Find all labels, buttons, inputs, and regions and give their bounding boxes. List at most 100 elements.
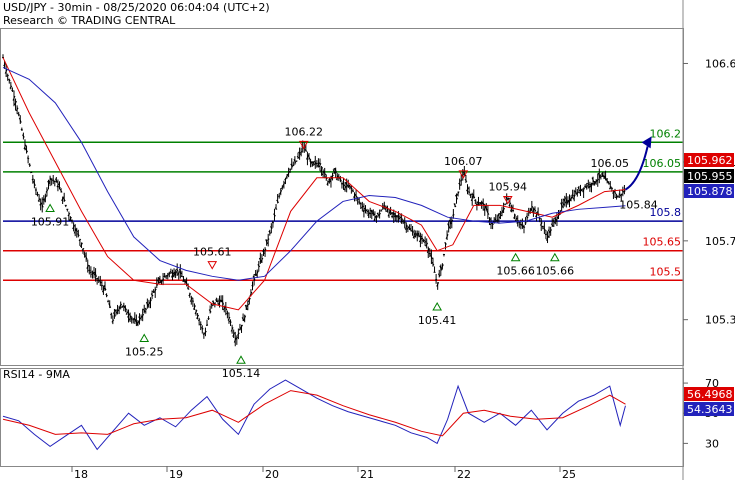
candle-body (268, 230, 272, 234)
candle-body (450, 219, 454, 223)
candle-body (458, 182, 462, 186)
candle-body (262, 250, 265, 254)
candle-body (238, 328, 242, 331)
candle-body (499, 212, 502, 217)
level-label-pivot: 105.8 (650, 206, 682, 219)
candle-body (359, 202, 362, 205)
swing-high-label: 105.61 (193, 246, 232, 259)
candle-body (80, 242, 83, 248)
candle-body (386, 208, 389, 213)
candle-body (227, 316, 231, 321)
candle-body (560, 202, 564, 208)
candle-body (160, 279, 163, 284)
candle-body (172, 271, 176, 278)
candle-body (111, 319, 115, 323)
rsi-line (2, 379, 626, 451)
candle-body (266, 238, 270, 241)
candle-body (509, 206, 513, 212)
candle-body (31, 178, 35, 181)
candle-body (100, 284, 103, 287)
candle-body (296, 156, 300, 159)
candle-body (343, 185, 347, 191)
candle-body (440, 264, 444, 269)
candle-body (496, 219, 499, 222)
candle-body (78, 238, 82, 242)
candle-body (480, 201, 483, 205)
rsi-ytick-label: 70 (705, 377, 719, 390)
candle-body (149, 299, 152, 304)
candle-body (310, 161, 314, 166)
rsi-title: RSI14 - 9MA (3, 368, 70, 381)
candle-body (423, 241, 427, 243)
candle-body (91, 273, 94, 275)
candle-body (67, 212, 71, 217)
candle-body (593, 181, 597, 185)
candle-body (453, 203, 457, 208)
candle-body (171, 272, 174, 278)
candle-body (608, 186, 612, 190)
level-label-support: 105.65 (643, 236, 682, 249)
price-pane-frame (0, 28, 684, 366)
rsi-last-value-tag (684, 402, 734, 416)
candle-body (350, 187, 353, 190)
candle-body (112, 312, 116, 317)
candle-body (208, 309, 212, 313)
candle-body (249, 291, 253, 297)
xtick-label: 25 (562, 468, 576, 480)
candle-body (50, 178, 53, 181)
candle-body (569, 196, 573, 202)
rsi-pane: RSI14 - 9MA (2, 368, 626, 451)
candle-body (127, 313, 130, 318)
swing-low-label: 105.66 (536, 265, 575, 278)
candle-body (12, 95, 16, 101)
candle-body (59, 188, 63, 193)
candle-body (364, 209, 367, 212)
rsi-ytick-label: 30 (705, 437, 719, 450)
candle-body (21, 134, 25, 138)
candle-body (290, 163, 294, 168)
candle-body (599, 174, 603, 177)
candle-body (411, 230, 414, 233)
candle-body (211, 300, 215, 304)
candle-body (75, 229, 79, 233)
candle-body (395, 215, 399, 218)
candle-body (429, 254, 433, 259)
candle-body (456, 191, 460, 196)
candle-body (188, 293, 192, 297)
candle-body (539, 222, 543, 226)
candle-body (287, 170, 291, 176)
candle-body (76, 233, 80, 237)
candle-body (110, 313, 113, 316)
candle-body (3, 63, 6, 67)
candle-body (177, 271, 181, 275)
candle-body (400, 218, 404, 223)
candle-body (437, 273, 441, 277)
candle-body (408, 226, 411, 230)
candle-body (389, 209, 393, 215)
swing-low-label: 105.91 (31, 215, 70, 228)
forecast-arrow-head (641, 136, 652, 149)
candle-body (25, 148, 28, 153)
candle-body (161, 278, 165, 281)
candle-body (507, 197, 510, 200)
candle-body (236, 332, 240, 336)
candle-body (84, 255, 88, 260)
swing-low-marker (139, 333, 150, 343)
candle-body (130, 317, 133, 320)
candle-body (136, 321, 140, 326)
candle-body (280, 186, 284, 190)
candle-body (602, 175, 606, 179)
candle-body (244, 304, 248, 311)
candle-body (175, 268, 179, 272)
candle-body (491, 222, 494, 225)
xtick-label: 22 (457, 468, 471, 480)
candle-body (320, 167, 324, 173)
candle-body (579, 189, 582, 194)
candle-body (568, 198, 571, 203)
candle-body (62, 197, 66, 202)
swing-high-marker (502, 196, 513, 205)
candle-body (94, 271, 98, 277)
price-ytick-label: 106.6 (705, 57, 735, 70)
